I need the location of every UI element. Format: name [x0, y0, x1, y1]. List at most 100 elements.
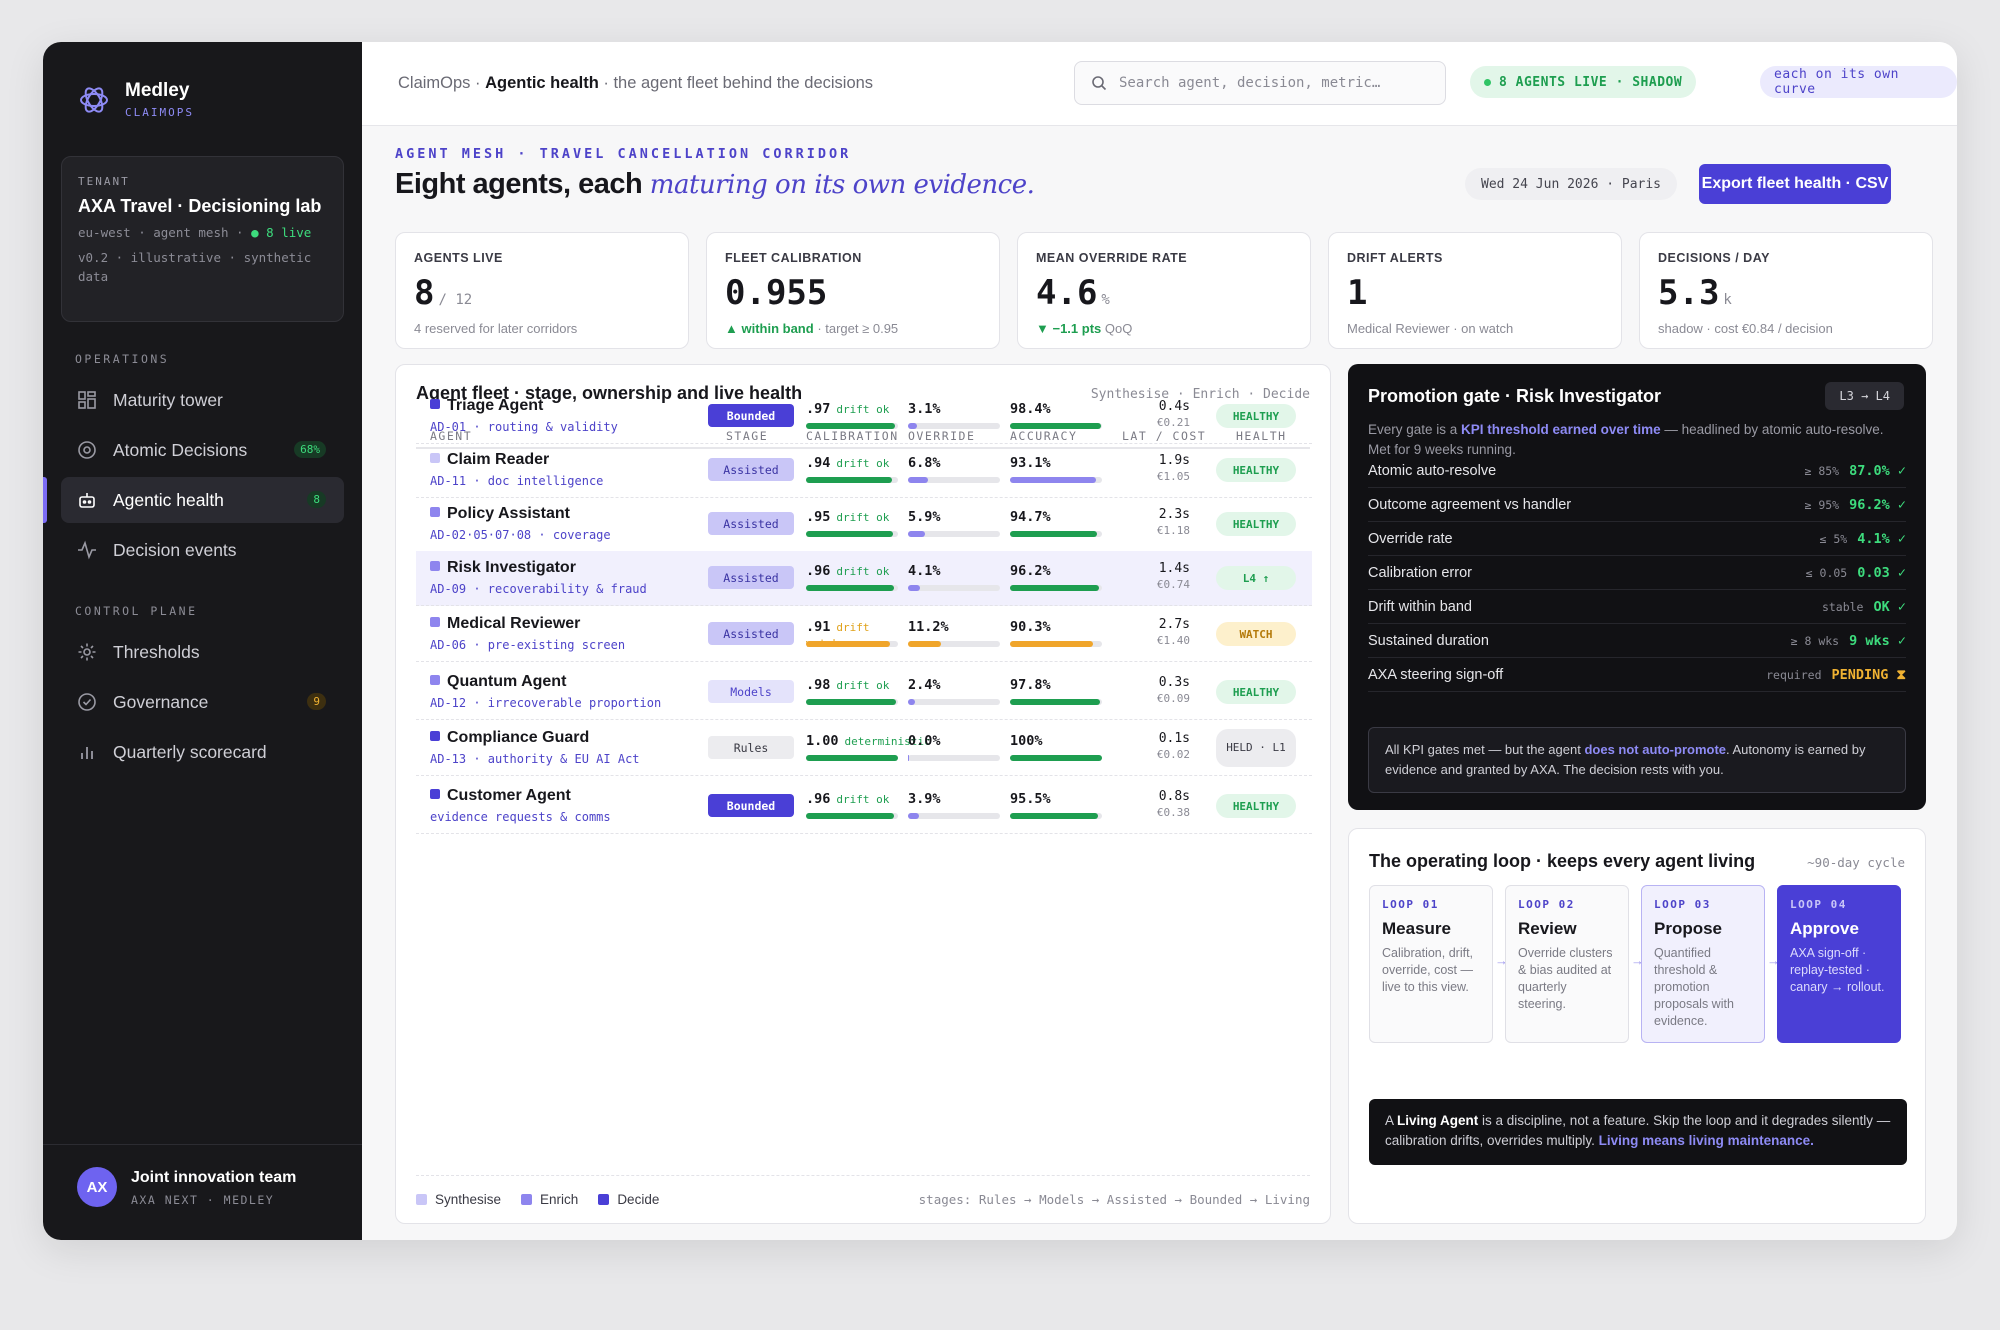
kpi-label: MEAN OVERRIDE RATE — [1036, 251, 1188, 265]
col-override[interactable]: OVERRIDE — [908, 429, 976, 443]
user-name: Joint innovation team — [131, 1169, 297, 1186]
gate-note-highlight: does not auto-promote — [1584, 742, 1726, 757]
kpi-trend: ▲ within band — [725, 321, 814, 336]
loop-step-title: Measure — [1382, 919, 1451, 938]
stage-badge: Assisted — [708, 458, 794, 481]
grid-icon — [78, 391, 96, 409]
check-circle-icon — [78, 693, 96, 711]
override-bar-fill — [908, 531, 926, 537]
export-csv-button[interactable]: Export fleet health · CSV — [1699, 164, 1891, 204]
role-swatch — [430, 617, 440, 627]
calibration-number: 1.00 — [806, 733, 839, 749]
nav-agentic-health[interactable]: Agentic health 8 — [61, 477, 344, 523]
agent-name[interactable]: Compliance Guard — [430, 729, 589, 747]
agents-live-pill: 8 AGENTS LIVE · SHADOW — [1470, 66, 1697, 98]
loop-step-review[interactable]: LOOP 02 Review Override clusters & bias au… — [1505, 885, 1629, 1043]
col-stage[interactable]: STAGE — [726, 429, 769, 443]
nav-decision-events[interactable]: Decision events — [61, 527, 344, 573]
agent-name[interactable]: Medical Reviewer — [430, 615, 580, 633]
kpi-note: 4 reserved for later corridors — [414, 321, 578, 336]
user-panel[interactable]: AX Joint innovation team AXA NEXT · MEDL… — [43, 1144, 362, 1240]
override-bar-fill — [908, 423, 918, 429]
agent-name[interactable]: Customer Agent — [430, 787, 571, 805]
col-agent[interactable]: AGENT — [430, 429, 473, 443]
legend-swatch — [598, 1194, 610, 1205]
loop-step-desc: AXA sign-off · replay-tested · canary → … — [1790, 946, 1885, 994]
latency: 0.1s — [1158, 731, 1190, 746]
agent-name-text: Medical Reviewer — [447, 615, 581, 632]
nav-maturity-tower[interactable]: Maturity tower — [61, 377, 344, 423]
accuracy-bar-fill — [1010, 585, 1099, 591]
criterion-threshold: required — [1766, 667, 1822, 682]
calibration-bar-fill — [806, 585, 895, 591]
calibration-number: .97 — [806, 401, 831, 417]
gate-criterion: Override rate ≤ 5% 4.1% ✓ — [1368, 522, 1906, 556]
kpi-note: shadow · cost €0.84 / decision — [1658, 321, 1833, 336]
table-row[interactable]: Quantum Agent AD-12 · irrecoverable prop… — [416, 665, 1312, 720]
agent-name[interactable]: Claim Reader — [430, 451, 549, 469]
col-calibration[interactable]: CALIBRATION — [806, 429, 899, 443]
loop-cycle: ~90-day cycle — [1807, 855, 1905, 870]
override-bar — [908, 699, 1000, 705]
tenant-region: eu-west · agent mesh · — [78, 225, 252, 240]
calibration-value: .95 drift ok — [806, 509, 896, 525]
col-health[interactable]: HEALTH — [1236, 429, 1287, 443]
kpi-sub: shadow · cost €0.84 / decision — [1658, 321, 1914, 336]
table-row[interactable]: Customer Agent evidence requests & comms… — [416, 779, 1312, 834]
override-bar-fill — [908, 477, 929, 483]
table-row[interactable]: Medical Reviewer AD-06 · pre-existing sc… — [416, 607, 1312, 662]
calibration-number: .96 — [806, 563, 831, 579]
calibration-bar-fill — [806, 531, 894, 537]
search-input[interactable]: Search agent, decision, metric… — [1074, 61, 1446, 105]
nav-thresholds[interactable]: Thresholds — [61, 629, 344, 675]
calibration-bar-fill — [806, 813, 895, 819]
loop-step-measure[interactable]: LOOP 01 Measure Calibration, drift, overri… — [1369, 885, 1493, 1043]
health-pill: HELD · L1 — [1216, 729, 1296, 767]
criterion-value: OK ✓ — [1873, 598, 1906, 615]
table-row[interactable]: Policy Assistant AD-02·05·07·08 · covera… — [416, 497, 1312, 552]
living-agent-note: A Living Agent is a discipline, not a fe… — [1369, 1099, 1907, 1165]
active-indicator — [43, 477, 47, 523]
latency: 0.8s — [1158, 789, 1190, 804]
override-bar-fill — [908, 641, 942, 647]
table-row[interactable]: Triage Agent AD-01 · routing & validity … — [416, 389, 1312, 444]
accuracy-value: 95.5% — [1010, 791, 1051, 807]
role-swatch — [430, 731, 440, 741]
stage-badge: Models — [708, 680, 794, 703]
table-row[interactable]: Compliance Guard AD-13 · authority & EU … — [416, 721, 1312, 776]
tenant-card[interactable]: TENANT AXA Travel · Decisioning lab eu-w… — [61, 156, 344, 322]
nav-atomic-decisions[interactable]: Atomic Decisions 68% — [61, 427, 344, 473]
search-placeholder: Search agent, decision, metric… — [1119, 75, 1381, 91]
loop-step-propose[interactable]: LOOP 03 Propose Quantified threshold & pro… — [1641, 885, 1765, 1043]
agent-name[interactable]: Risk Investigator — [430, 559, 576, 577]
gate-note-part: All KPI gates met — but the agent — [1385, 742, 1585, 757]
nav-governance[interactable]: Governance 9 — [61, 679, 344, 725]
calibration-bar — [806, 641, 898, 647]
kpi-number: 0.955 — [725, 273, 828, 313]
gear-icon — [78, 643, 96, 661]
loop-note-emphasis: Living means living maintenance. — [1598, 1133, 1814, 1148]
col-accuracy[interactable]: ACCURACY — [1010, 429, 1078, 443]
fleet-subtitle: Synthesise · Enrich · Decide — [1090, 387, 1310, 402]
table-row[interactable]: Claim Reader AD-11 · doc intelligence As… — [416, 443, 1312, 498]
calibration-value: .98 drift ok — [806, 677, 896, 693]
loop-step-desc: Override clusters & bias audited at quar… — [1518, 946, 1613, 1011]
kpi-note: QoQ — [1101, 321, 1133, 336]
table-row[interactable]: Risk Investigator AD-09 · recoverability… — [416, 551, 1312, 606]
target-icon — [78, 441, 96, 459]
loop-step-approve[interactable]: LOOP 04 Approve AXA sign-off · replay-test… — [1777, 885, 1901, 1043]
kpi-sub: ▲ within band · target ≥ 0.95 — [725, 321, 981, 336]
gate-note-part: . Autonomy is earned by evidence and gra… — [1385, 742, 1866, 777]
breadcrumb-app[interactable]: ClaimOps · — [398, 74, 486, 92]
nav-quarterly-scorecard[interactable]: Quarterly scorecard — [61, 729, 344, 775]
agent-name[interactable]: Triage Agent — [430, 397, 543, 415]
agent-name[interactable]: Policy Assistant — [430, 505, 570, 523]
user-org: AXA NEXT · MEDLEY — [131, 1193, 275, 1207]
agent-name[interactable]: Quantum Agent — [430, 673, 566, 691]
calibration-number: .98 — [806, 677, 831, 693]
brand[interactable]: Medley CLAIMOPS — [77, 80, 194, 119]
drift-status: drift ok — [836, 511, 890, 524]
kpi-note: Medical Reviewer · on watch — [1347, 321, 1514, 336]
col-lat-cost[interactable]: LAT / COST — [1122, 429, 1207, 443]
criterion-threshold: ≥ 95% — [1804, 497, 1840, 512]
